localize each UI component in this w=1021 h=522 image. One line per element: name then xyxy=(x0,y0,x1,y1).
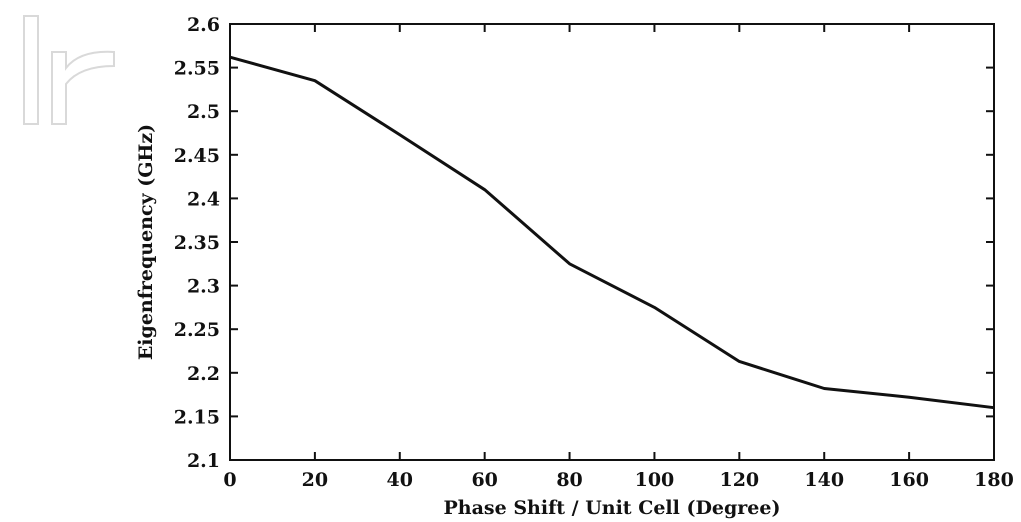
y-tick-label: 2.3 xyxy=(187,276,220,298)
y-tick-label: 2.35 xyxy=(174,232,220,254)
y-tick-label: 2.45 xyxy=(174,145,220,167)
x-tick-label: 140 xyxy=(804,469,844,491)
x-tick-label: 160 xyxy=(889,469,929,491)
y-tick-label: 2.55 xyxy=(174,58,220,80)
intech-watermark-icon xyxy=(23,15,115,125)
y-tick-label: 2.6 xyxy=(187,14,220,36)
y-tick-label: 2.1 xyxy=(187,450,220,472)
series-line xyxy=(229,55,995,410)
x-axis: 0 20 40 60 80 100 120 140 160 180 xyxy=(223,24,1014,491)
x-tick-label: 80 xyxy=(556,469,582,491)
x-tick-label: 100 xyxy=(635,469,675,491)
y-tick-label: 2.15 xyxy=(174,406,220,428)
x-tick-label: 60 xyxy=(471,469,497,491)
y-tick-label: 2.4 xyxy=(187,188,220,210)
y-tick-label: 2.2 xyxy=(187,363,220,385)
x-axis-label: Phase Shift / Unit Cell (Degree) xyxy=(444,497,781,519)
y-tick-label: 2.5 xyxy=(187,101,220,123)
y-axis-label: Eigenfrequency (GHz) xyxy=(135,124,157,360)
x-tick-label: 20 xyxy=(302,469,328,491)
x-tick-label: 180 xyxy=(974,469,1014,491)
y-axis: 2.1 2.15 2.2 2.25 2.3 2.35 2.4 2.45 2.5 2.55 2.6 xyxy=(174,14,994,472)
x-tick-label: 40 xyxy=(387,469,413,491)
y-tick-label: 2.25 xyxy=(174,319,220,341)
x-tick-label: 120 xyxy=(719,469,759,491)
x-tick-label: 0 xyxy=(223,469,236,491)
